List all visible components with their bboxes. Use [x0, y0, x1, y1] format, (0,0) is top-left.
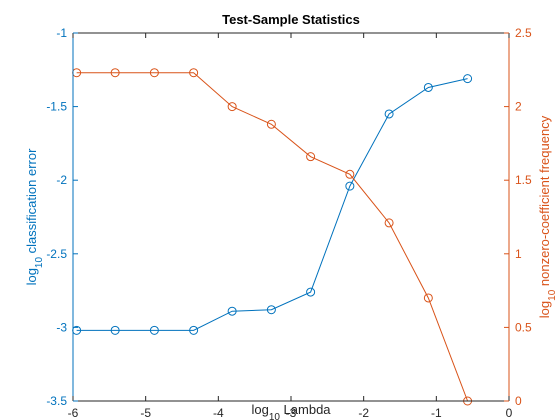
series-left-point: [423, 82, 433, 92]
series-left-point: [189, 325, 199, 335]
series-layer: [72, 68, 473, 406]
series-right-point: [110, 68, 120, 78]
x-tick-label: -5: [140, 406, 151, 420]
left-y-tick-label: -2: [56, 173, 67, 187]
right-y-tick-label: 1.5: [515, 173, 532, 187]
series-left-point: [463, 74, 473, 84]
series-left-point: [110, 325, 120, 335]
right-y-tick-label: 0: [515, 394, 522, 408]
x-tick-label: -3: [286, 406, 297, 420]
series-right-point: [189, 68, 199, 78]
right-y-axis-title-suffix: nonzero-coefficient frequency: [537, 115, 552, 289]
right-y-axis-title-subscript: 10: [547, 289, 558, 301]
left-y-axis-title-subscript: 10: [34, 257, 45, 269]
left-y-tick-label: -3: [56, 320, 67, 334]
axes-layer: -6 -5 -4 -3 -2 -1 0 -3.5 -3 -2.5 -2 -1.5 -1 0 0.5 1 1.5 2…: [24, 26, 558, 420]
x-axis-title-subscript: 10: [269, 412, 281, 420]
x-tick-label: -4: [213, 406, 224, 420]
series-left-point: [227, 306, 237, 316]
x-tick-label: -6: [68, 406, 79, 420]
series-left-point: [384, 109, 394, 119]
right-y-axis-title-prefix: log: [537, 301, 552, 318]
x-axis-title-prefix: log: [251, 402, 268, 417]
x-tick-label: 0: [506, 406, 513, 420]
right-y-tick-label: 0.5: [515, 320, 532, 334]
left-y-tick-label: -2.5: [46, 247, 67, 261]
series-right-point: [306, 152, 316, 162]
right-y-axis-title: log10 nonzero-coefficient frequency: [537, 115, 558, 318]
x-axis-title-suffix: Lambda: [280, 402, 331, 417]
left-y-axis-title: log10 classification error: [24, 148, 45, 286]
x-tick-label: -2: [358, 406, 369, 420]
series-right-point: [345, 169, 355, 179]
right-y-tick-label: 1: [515, 247, 522, 261]
left-y-axis-title-prefix: log: [24, 268, 39, 285]
left-y-tick-label: -3.5: [46, 394, 67, 408]
series-right-point: [423, 293, 433, 303]
series-left: [72, 74, 473, 335]
plot-area: [73, 33, 509, 401]
left-y-tick-label: -1.5: [46, 100, 67, 114]
series-right-point: [384, 218, 394, 228]
series-right-point: [266, 119, 276, 129]
series-left-line: [76, 78, 468, 331]
series-right-line: [76, 72, 469, 402]
x-tick-label: -1: [431, 406, 442, 420]
series-left-point: [345, 181, 355, 191]
series-right-point: [149, 68, 159, 78]
left-y-tick-label: -1: [56, 26, 67, 40]
series-left-point: [266, 305, 276, 315]
series-right-point: [227, 102, 237, 112]
left-y-axis-title-suffix: classification error: [24, 148, 39, 257]
x-axis-title: log10 Lambda: [251, 402, 331, 420]
chart-title: Test-Sample Statistics: [222, 12, 360, 27]
right-y-tick-label: 2: [515, 100, 522, 114]
right-y-tick-label: 2.5: [515, 26, 532, 40]
series-left-point: [149, 325, 159, 335]
series-left-point: [306, 287, 316, 297]
